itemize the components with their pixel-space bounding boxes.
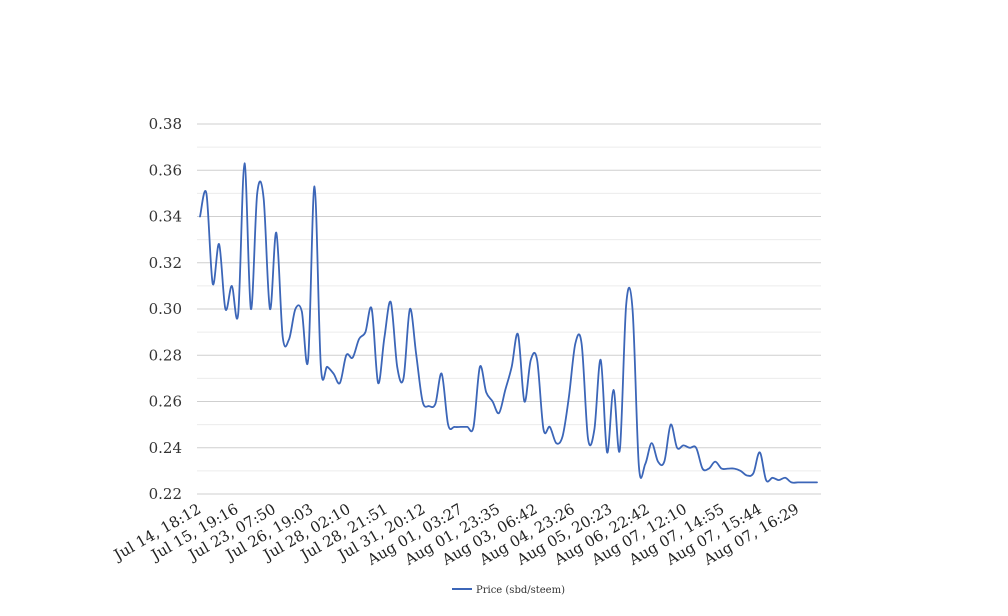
y-tick-label: 0.38 (149, 115, 182, 133)
series-line-price (199, 162, 818, 484)
y-tick-label: 0.24 (149, 439, 182, 457)
major-gridlines (197, 123, 821, 495)
legend-label: Price (sbd/steem) (476, 585, 565, 596)
y-tick-label: 0.34 (149, 208, 182, 226)
y-axis: 0.22 0.24 0.26 0.28 0.30 0.32 0.34 0.36 0.38 (149, 115, 182, 503)
y-tick-label: 0.30 (149, 300, 182, 318)
y-tick-label: 0.36 (149, 161, 182, 179)
legend[interactable]: Price (sbd/steem) (452, 585, 565, 596)
y-tick-label: 0.26 (149, 393, 182, 411)
y-tick-label: 0.22 (149, 485, 182, 503)
y-tick-label: 0.28 (149, 346, 182, 364)
y-tick-label: 0.32 (149, 254, 182, 272)
